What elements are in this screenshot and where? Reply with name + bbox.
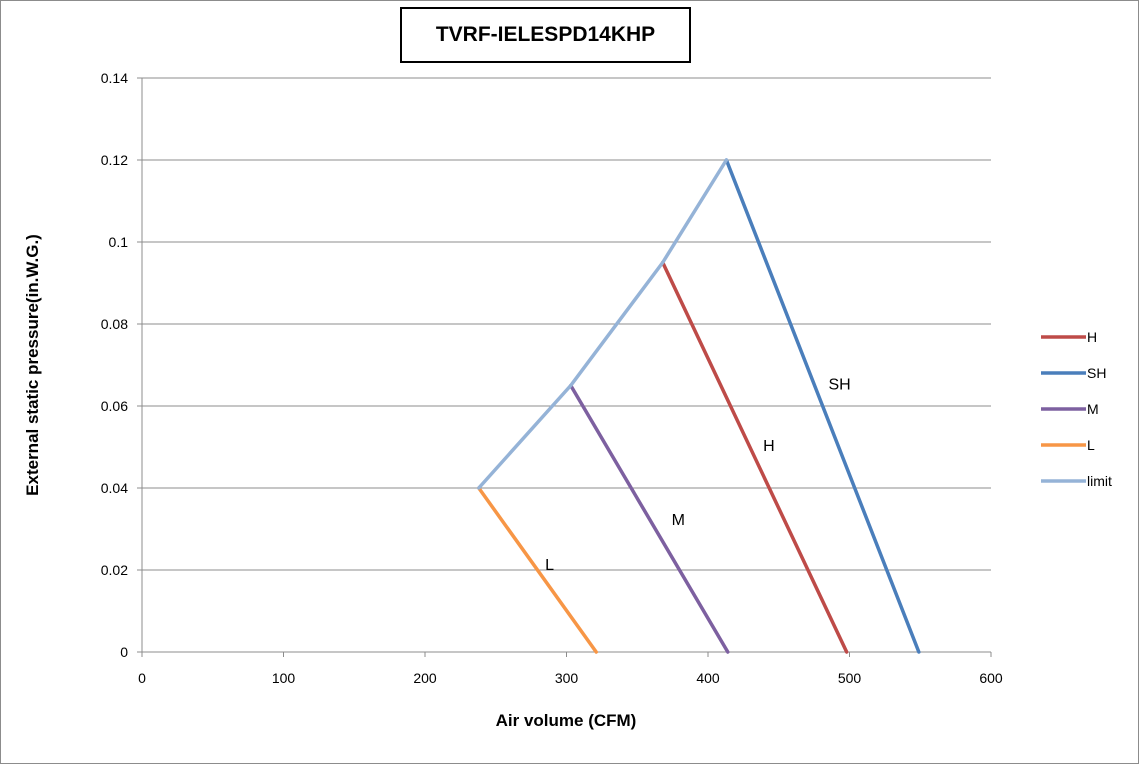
x-tick-label-4: 400: [696, 670, 720, 686]
y-tick-label-7: 0.14: [101, 70, 128, 86]
y-tick-label-3: 0.06: [101, 398, 128, 414]
series-label-SH: SH: [828, 377, 850, 394]
legend-label-limit: limit: [1087, 473, 1112, 489]
series-label-L: L: [545, 557, 554, 574]
x-tick-label-6: 600: [979, 670, 1003, 686]
x-tick-label-1: 100: [272, 670, 296, 686]
chart-title-box: TVRF-IELESPD14KHP: [400, 7, 691, 63]
x-axis-title: Air volume (CFM): [496, 711, 637, 730]
series-line-SH: [724, 158, 921, 654]
x-tick-label-0: 0: [138, 670, 146, 686]
legend-label-SH: SH: [1087, 365, 1106, 381]
x-tick-label-2: 200: [413, 670, 437, 686]
legend-label-L: L: [1087, 437, 1095, 453]
tick-labels: 0 0.02 0.04 0.06 0.08 0.1 0.12 0.14 0 100 200 300 40…: [101, 70, 1003, 686]
axes: [137, 77, 992, 657]
x-tick-label-5: 500: [838, 670, 862, 686]
series-line-H: [660, 260, 849, 654]
y-tick-label-1: 0.02: [101, 562, 128, 578]
series-line-limit: [477, 158, 729, 490]
y-tick-label-4: 0.08: [101, 316, 128, 332]
legend-label-H: H: [1087, 329, 1097, 345]
x-tick-label-3: 300: [555, 670, 579, 686]
chart-title: TVRF-IELESPD14KHP: [435, 23, 656, 46]
series-lines: [477, 158, 921, 654]
y-axis-title: External static pressure(in.W.G.): [23, 234, 42, 496]
y-tick-label-6: 0.12: [101, 152, 128, 168]
series-label-M: M: [672, 512, 685, 529]
gridlines: [142, 77, 991, 571]
y-tick-label-0: 0: [120, 644, 128, 660]
series-line-L: [477, 486, 598, 654]
legend-label-M: M: [1087, 401, 1099, 417]
series-labels: H SH M L: [545, 377, 851, 574]
series-line-M: [568, 383, 730, 654]
series-label-H: H: [763, 438, 775, 455]
y-tick-label-5: 0.1: [109, 234, 129, 250]
y-tick-label-2: 0.04: [101, 480, 128, 496]
